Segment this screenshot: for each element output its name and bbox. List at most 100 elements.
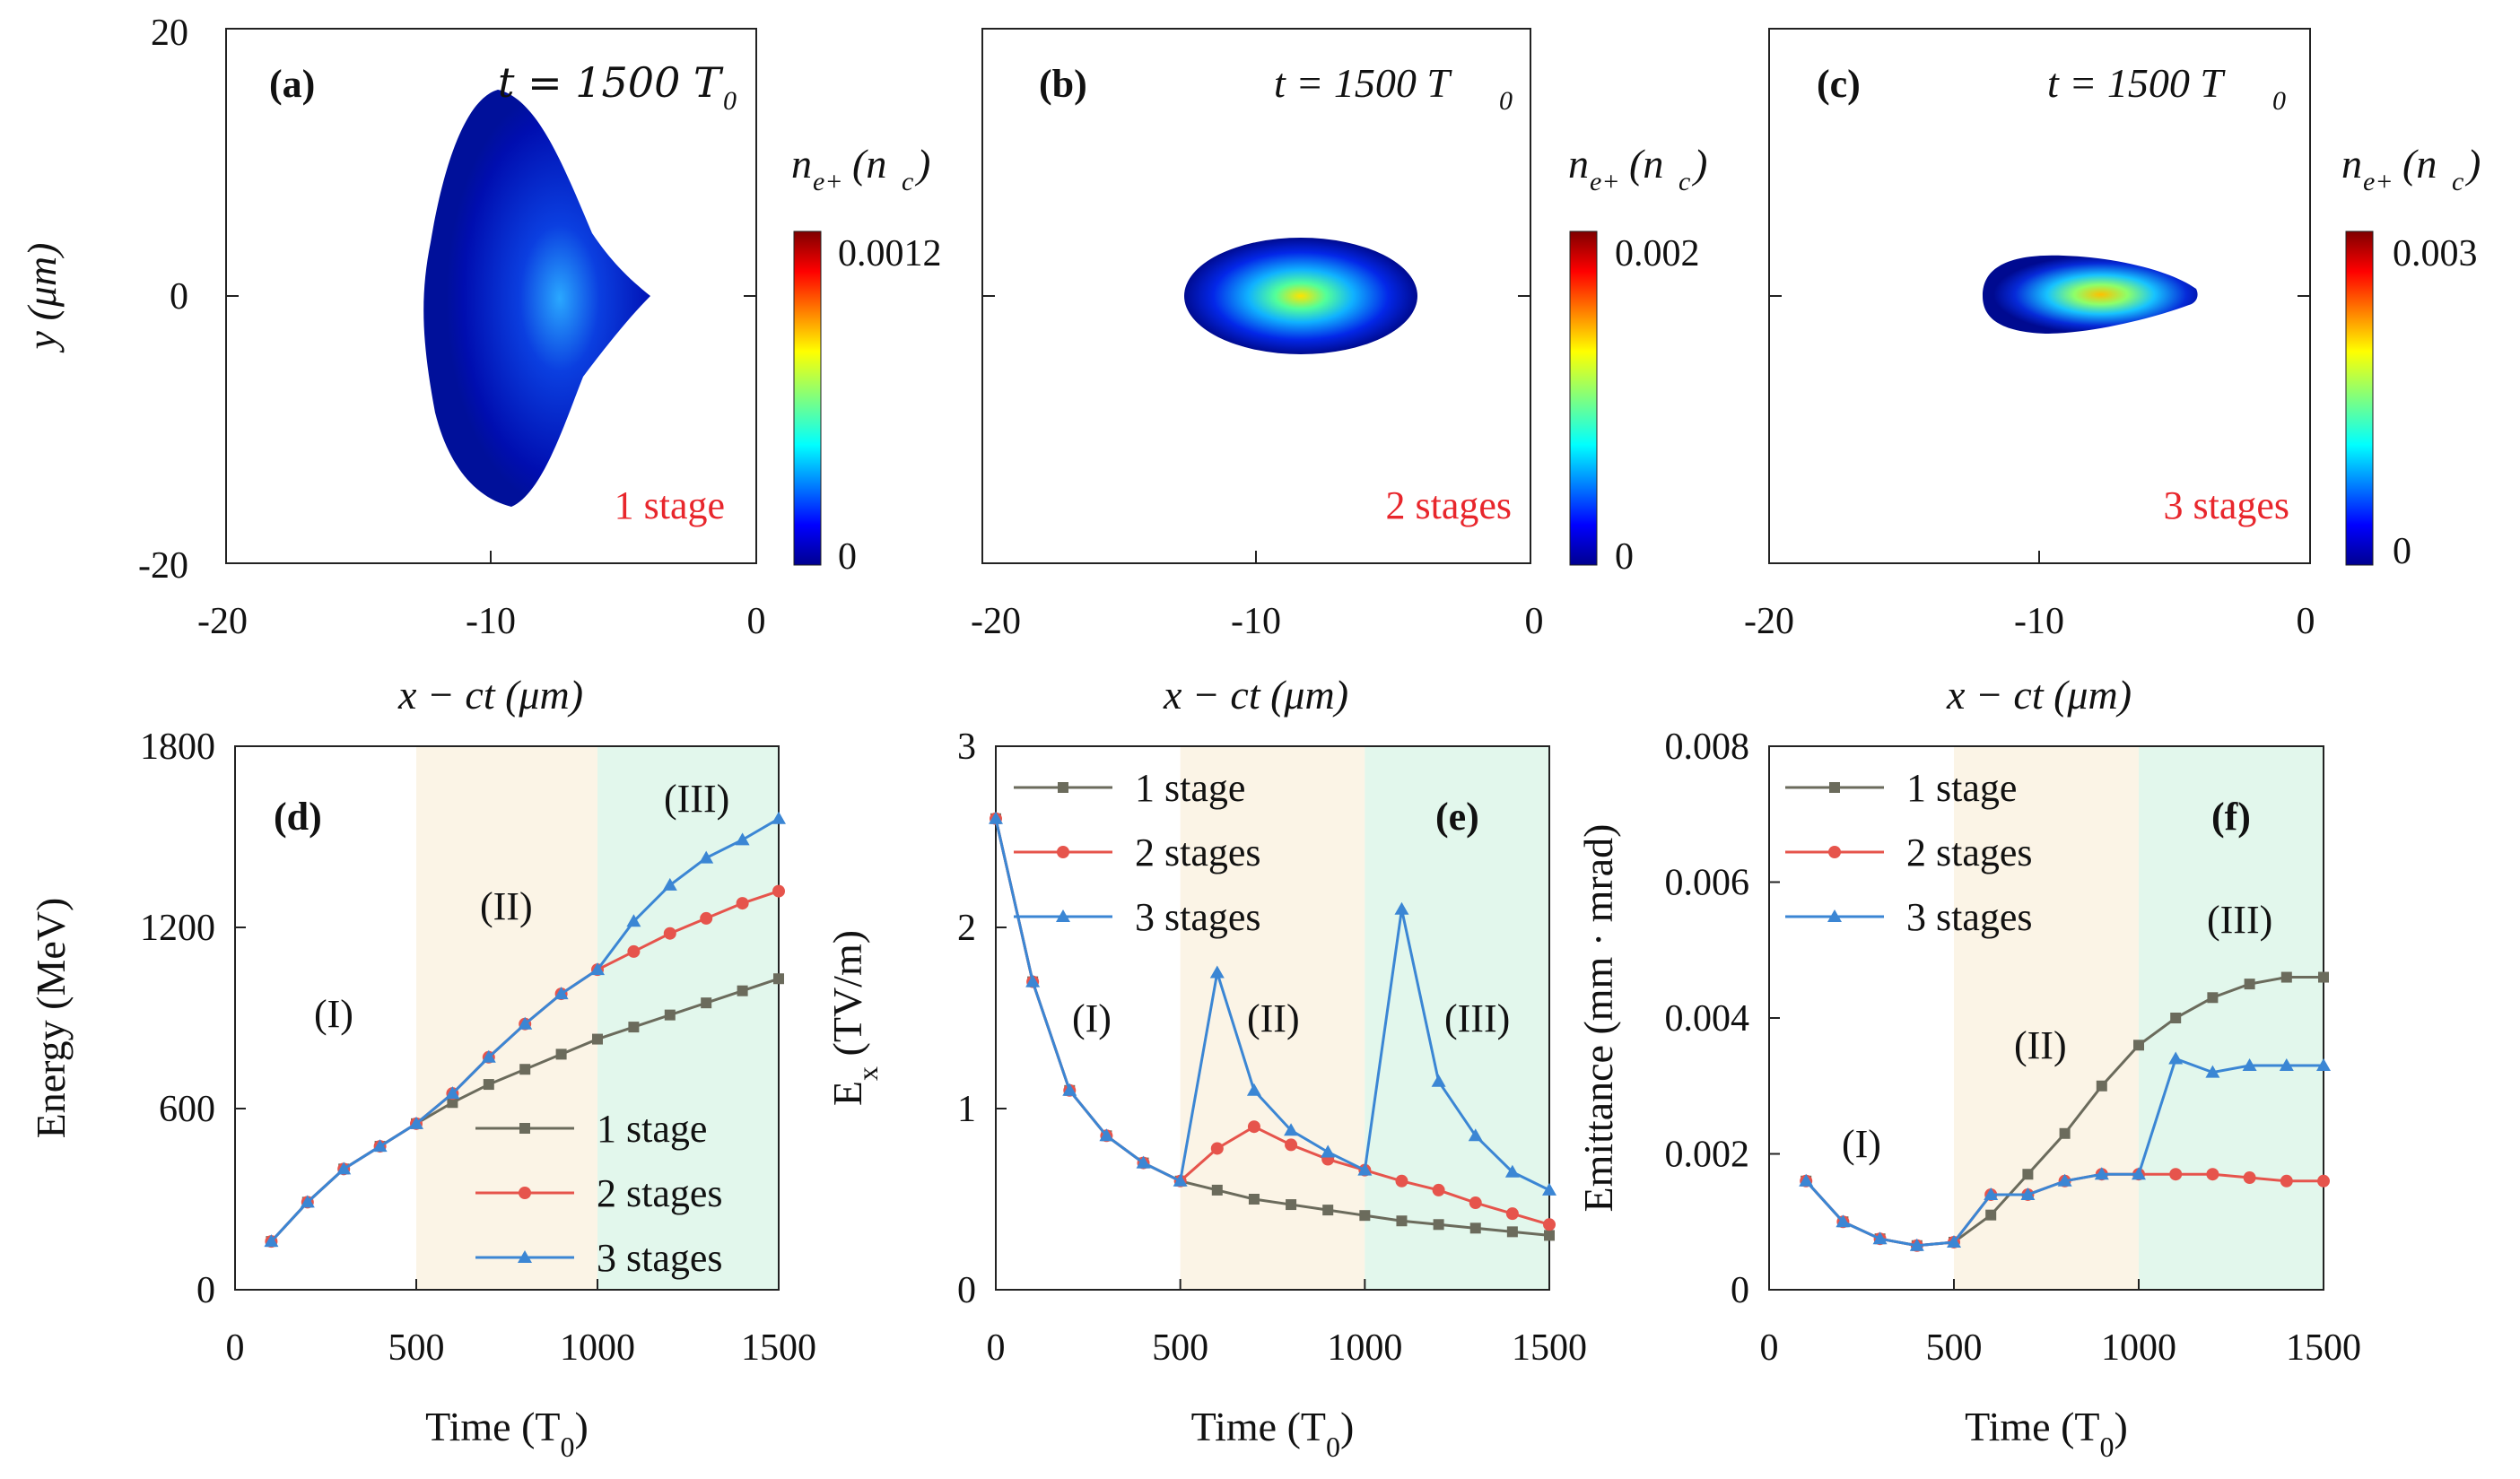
legend-marker-e-2 bbox=[1057, 846, 1069, 858]
svg-text:): ) bbox=[1691, 141, 1707, 187]
point-d-1-10 bbox=[628, 1022, 640, 1033]
panel-c: (c) t = 1500 T 0 3 stages n e+ (n c ) 0.… bbox=[1768, 28, 2481, 572]
colorbar-a bbox=[793, 231, 822, 566]
point-f-3-0 bbox=[1799, 1173, 1814, 1187]
point-e-3-1 bbox=[1025, 974, 1041, 987]
point-f-3-14 bbox=[2316, 1058, 2331, 1072]
legend-label-e-1: 1 stage bbox=[1135, 766, 1245, 810]
positron-density-map-b bbox=[1184, 238, 1417, 354]
xtick-a-neg20: -20 bbox=[197, 601, 248, 642]
point-f-3-5 bbox=[1984, 1187, 1999, 1200]
svg-text:(n: (n bbox=[1629, 141, 1663, 187]
xtick-label-d-3: 1500 bbox=[741, 1327, 816, 1369]
point-d-3-12 bbox=[699, 850, 714, 864]
point-f-3-9 bbox=[2132, 1167, 2146, 1180]
legend-item-f-3: 3 stages bbox=[1785, 895, 2033, 939]
point-d-1-9 bbox=[592, 1033, 603, 1045]
ytick-label-e-2: 2 bbox=[957, 908, 976, 949]
ylabel-e: Ex (TV/m) bbox=[824, 930, 884, 1106]
point-d-2-11 bbox=[663, 927, 676, 940]
panel-label-c: (c) bbox=[1817, 62, 1861, 106]
point-f-1-6 bbox=[2022, 1169, 2034, 1180]
legend-label-d-3: 3 stages bbox=[597, 1236, 723, 1280]
panel-label-b: (b) bbox=[1039, 62, 1087, 106]
point-d-1-13 bbox=[737, 985, 748, 996]
point-f-3-6 bbox=[2020, 1187, 2036, 1200]
point-f-2-14 bbox=[2317, 1174, 2330, 1188]
frame-d bbox=[234, 745, 780, 1291]
region-label-e-0: (I) bbox=[1072, 996, 1112, 1040]
ytick-label-d-3: 1800 bbox=[140, 726, 215, 768]
colorbar-min-a: 0 bbox=[838, 536, 857, 578]
svg-text:(n: (n bbox=[852, 141, 886, 187]
bottom-row: 0 500 1000 1500060012001800(I)(II)(III)(d)1… bbox=[28, 726, 2361, 1463]
xtick-b-neg10: -10 bbox=[1231, 601, 1281, 642]
point-f-1-5 bbox=[1985, 1209, 1997, 1221]
panel-label-e: (e) bbox=[1435, 795, 1479, 839]
point-d-1-8 bbox=[555, 1048, 567, 1060]
svg-text:(n: (n bbox=[2402, 141, 2437, 187]
point-f-3-2 bbox=[1872, 1231, 1888, 1245]
legend-marker-f-3 bbox=[1827, 909, 1842, 922]
svg-text:): ) bbox=[2464, 141, 2481, 187]
point-f-1-9 bbox=[2133, 1040, 2144, 1051]
panel-label-f: (f) bbox=[2211, 795, 2251, 839]
point-d-2-12 bbox=[700, 911, 713, 925]
point-e-3-14 bbox=[1504, 1164, 1520, 1178]
point-f-1-7 bbox=[2059, 1127, 2071, 1139]
svg-text:t = 1500 T: t = 1500 T bbox=[2047, 60, 2226, 106]
point-d-2-13 bbox=[736, 897, 749, 910]
chart-d: 0 500 1000 1500 0 600 1200 1800 (I) (II) (III) (d) 1… bbox=[28, 726, 816, 1463]
point-e-1-10 bbox=[1359, 1210, 1371, 1222]
point-e-3-8 bbox=[1284, 1123, 1299, 1136]
point-e-3-5 bbox=[1173, 1173, 1188, 1187]
region-label-e-1: (II) bbox=[1247, 996, 1300, 1040]
legend-item-e-2: 2 stages bbox=[1014, 831, 1261, 874]
region-label-d-1: (II) bbox=[480, 884, 533, 928]
svg-text:t = 1500 T: t = 1500 T bbox=[1274, 60, 1452, 106]
xtick-label-f-2: 1000 bbox=[2101, 1327, 2176, 1369]
legend-item-f-1: 1 stage bbox=[1785, 766, 2017, 810]
point-d-2-10 bbox=[627, 944, 641, 958]
svg-text:0: 0 bbox=[723, 86, 737, 116]
ytick-top-neg20: -20 bbox=[138, 545, 188, 587]
xtick-label-d-2: 1000 bbox=[560, 1327, 635, 1369]
legend-item-f-2: 2 stages bbox=[1785, 831, 2033, 874]
point-e-1-8 bbox=[1286, 1199, 1297, 1211]
point-e-2-14 bbox=[1505, 1207, 1519, 1221]
point-e-3-2 bbox=[1062, 1083, 1077, 1096]
legend-marker-f-1 bbox=[1829, 782, 1840, 793]
point-f-1-12 bbox=[2244, 979, 2255, 990]
point-f-3-11 bbox=[2205, 1065, 2220, 1078]
time-annotation-c: t = 1500 T 0 bbox=[2047, 60, 2286, 116]
legend-marker-d-3 bbox=[518, 1250, 532, 1263]
legend-item-d-1: 1 stage bbox=[475, 1107, 707, 1151]
region-label-e-2: (III) bbox=[1444, 996, 1510, 1040]
xtick-b-0: 0 bbox=[1525, 601, 1544, 642]
svg-text:t = 1500 T: t = 1500 T bbox=[498, 58, 724, 107]
colorbar-max-a: 0.0012 bbox=[838, 233, 942, 274]
legend-label-e-2: 2 stages bbox=[1135, 831, 1261, 874]
xtick-label-e-2: 1000 bbox=[1327, 1327, 1402, 1369]
xlabel-a: x − ct (μm) bbox=[397, 672, 583, 718]
svg-text:c: c bbox=[902, 167, 913, 196]
colorbar-min-b: 0 bbox=[1615, 536, 1634, 578]
svg-text:0: 0 bbox=[1499, 86, 1513, 116]
svg-text:e+: e+ bbox=[1590, 167, 1620, 196]
positron-density-map-a bbox=[423, 90, 650, 507]
point-d-3-4 bbox=[409, 1116, 423, 1129]
point-d-3-10 bbox=[626, 914, 641, 927]
point-e-2-11 bbox=[1395, 1174, 1408, 1188]
colorbar-title-c: n e+ (n c ) bbox=[2341, 141, 2481, 196]
xtick-label-f-3: 1500 bbox=[2286, 1327, 2361, 1369]
legend-marker-d-2 bbox=[519, 1187, 531, 1199]
positron-density-map-c bbox=[1983, 255, 2198, 334]
point-d-1-6 bbox=[483, 1079, 494, 1091]
chart-e: 0 500 1000 1500 0 1 2 3 (I) (II) (III) (e) 1 stage 2 … bbox=[824, 726, 1587, 1463]
point-d-1-11 bbox=[664, 1009, 676, 1021]
xtick-label-f-1: 500 bbox=[1926, 1327, 1983, 1369]
point-f-3-7 bbox=[2057, 1173, 2072, 1187]
point-e-3-10 bbox=[1357, 1162, 1373, 1176]
legend-label-d-2: 2 stages bbox=[597, 1171, 723, 1215]
xtick-label-e-1: 500 bbox=[1152, 1327, 1208, 1369]
